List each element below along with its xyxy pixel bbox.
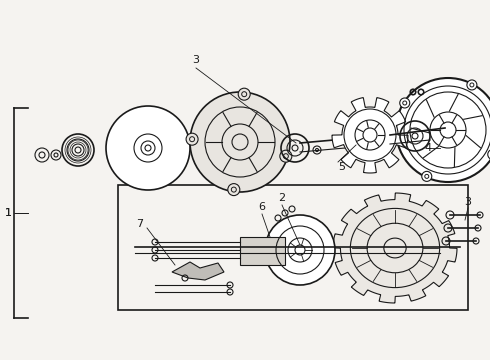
Polygon shape (160, 154, 171, 178)
Text: 6: 6 (259, 202, 266, 212)
Circle shape (238, 88, 250, 100)
Polygon shape (154, 125, 178, 136)
Polygon shape (152, 159, 156, 185)
Polygon shape (240, 237, 285, 265)
Text: 1: 1 (4, 208, 11, 218)
Polygon shape (147, 114, 163, 134)
Circle shape (190, 92, 290, 192)
Polygon shape (125, 118, 137, 142)
Text: 5: 5 (339, 162, 345, 172)
Text: 7: 7 (136, 219, 144, 229)
Polygon shape (118, 185, 468, 310)
Circle shape (400, 98, 410, 108)
Circle shape (265, 215, 335, 285)
Text: 1: 1 (4, 208, 11, 218)
Text: 4: 4 (424, 143, 432, 153)
Circle shape (344, 109, 396, 161)
Polygon shape (133, 162, 149, 182)
Text: 3: 3 (193, 55, 199, 65)
Circle shape (488, 149, 490, 159)
Polygon shape (332, 98, 408, 173)
Polygon shape (172, 262, 224, 280)
Polygon shape (111, 152, 137, 156)
Circle shape (280, 150, 292, 162)
Circle shape (396, 78, 490, 182)
Circle shape (422, 171, 432, 181)
Circle shape (228, 184, 240, 195)
Circle shape (106, 106, 190, 190)
Circle shape (186, 133, 198, 145)
Polygon shape (114, 133, 134, 149)
Text: 3: 3 (465, 197, 471, 207)
Circle shape (467, 80, 477, 90)
Polygon shape (162, 147, 182, 163)
Polygon shape (118, 159, 142, 171)
Polygon shape (160, 140, 185, 144)
Text: 2: 2 (278, 193, 286, 203)
Polygon shape (140, 111, 144, 136)
Polygon shape (333, 193, 457, 303)
